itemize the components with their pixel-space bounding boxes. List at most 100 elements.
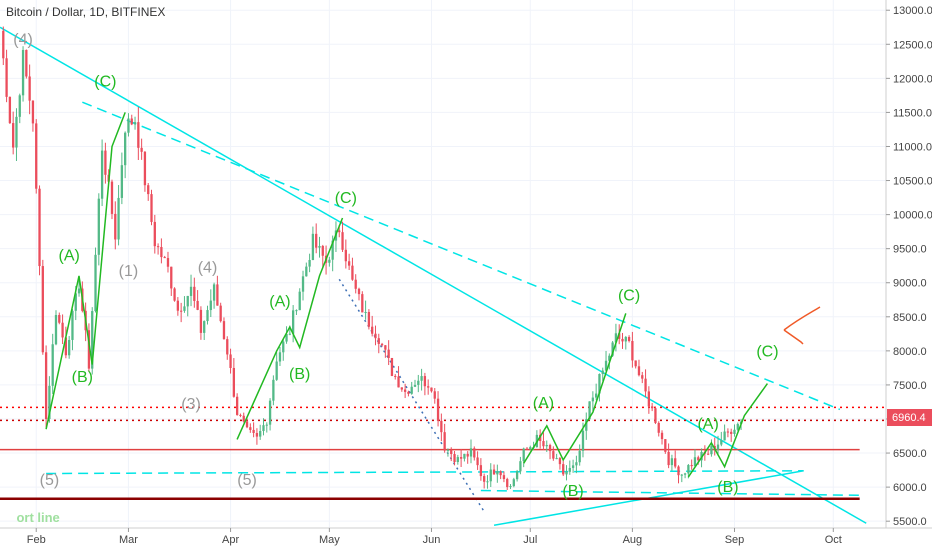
candle-body [127,118,130,133]
candle-body [578,450,581,463]
candle-body [2,30,5,59]
candle-body [219,305,222,322]
wave-label: (3) [181,396,201,413]
candle-body [499,471,502,476]
candle-body [413,384,417,387]
wave-label: (C) [94,74,116,91]
candle-body [423,376,427,387]
price-tick-label: 5500.0 [893,516,927,528]
candle-body [374,333,377,339]
wave-label: (5) [237,472,257,489]
candle-body [156,246,160,248]
candle-body [509,486,512,488]
candle-body [179,310,183,312]
candle-body [486,481,489,483]
candle-body [726,431,730,433]
candle-body [15,116,18,148]
wave-label: (C) [618,287,640,304]
grid [0,0,886,528]
candle-body [380,343,384,346]
trend-line [46,470,804,475]
candle-body [170,266,173,289]
candle-body [710,445,713,455]
candle-body [124,132,127,166]
candle-body [301,276,305,292]
candle-body [621,338,624,342]
candle-body [667,451,670,466]
candle-body [252,429,255,433]
candle-body [595,393,598,398]
time-tick-label: Sep [725,534,745,546]
candle-body [525,448,529,450]
candle-body [730,431,733,434]
candle-body [545,445,548,447]
candle-body [28,76,31,101]
candle-body [558,458,562,465]
price-tick-label: 6000.0 [893,482,927,494]
candle-body [239,414,242,416]
candle-body [585,419,588,431]
candle-body [469,448,473,457]
candle-body [285,334,288,342]
candle-body [163,257,166,259]
candle-body [68,339,71,356]
time-tick-label: Feb [27,534,46,546]
price-tick-label: 9500.0 [893,244,927,256]
candle-body [473,448,476,458]
candle-body [522,448,525,462]
candle-body [637,366,641,376]
candle-body [137,122,140,148]
candle-body [130,118,133,125]
chart-title: Bitcoin / Dollar, 1D, BITFINEX [6,5,166,19]
candle-body [31,100,35,124]
candle-body [87,330,91,369]
candle-body [315,233,318,248]
candle-body [552,451,555,459]
wave-label: (A) [697,416,718,433]
candle-body [512,479,515,487]
candle-body [598,374,601,394]
candle-body [71,310,74,340]
candle-body [249,427,252,430]
price-tick-label: 11000.0 [893,141,932,153]
candle-body [354,279,357,289]
candle-body [203,321,206,333]
candle-body [433,391,436,399]
candle-body [562,464,565,475]
candle-body [110,181,114,214]
candle-body [581,430,585,451]
candles [2,26,743,491]
candle-body [8,96,12,124]
candle-body [242,415,245,422]
candle-body [450,449,453,455]
candle-body [262,425,265,432]
candle-body [38,188,41,267]
candle-body [608,355,611,361]
candle-body [51,344,54,386]
candle-body [687,465,690,474]
price-tick-label: 6500.0 [893,448,927,460]
candle-body [427,386,430,388]
candle-body [275,361,278,380]
candle-body [18,95,21,117]
last-price-label: 6960.4 [892,412,926,424]
time-tick-label: Jun [423,534,441,546]
candle-body [193,286,196,301]
candle-body [44,352,48,420]
price-tick-label: 12500.0 [893,39,932,51]
candle-body [614,333,618,343]
candle-body [361,294,364,313]
candle-body [403,389,407,392]
candle-body [634,360,637,367]
candle-body [664,439,667,452]
candle-body [463,453,466,459]
candle-body [417,380,420,385]
wave-label: (4) [198,260,218,277]
candle-body [114,213,117,240]
candle-body [232,367,236,397]
candle-body [496,471,499,475]
wave-path [687,383,769,478]
price-tick-label: 7500.0 [893,380,927,392]
candle-body [456,457,459,462]
candle-body [529,447,532,450]
